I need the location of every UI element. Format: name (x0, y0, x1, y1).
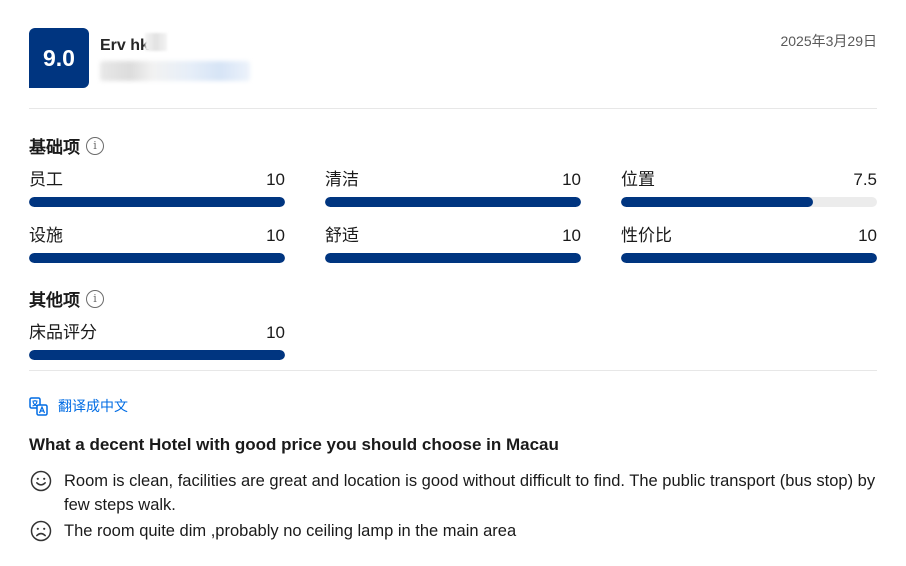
category-score: 10 (858, 226, 877, 245)
score-badge: 9.0 (29, 28, 89, 88)
category-bed: 床品评分 10 (29, 323, 285, 360)
other-scores-grid: 床品评分 10 (29, 323, 877, 360)
score-bar (621, 253, 877, 263)
category-label: 位置 (621, 170, 655, 189)
score-bar-fill (621, 253, 877, 263)
score-bar (621, 197, 877, 207)
negative-comment-text: The room quite dim ,probably no ceiling … (64, 522, 517, 540)
score-bar-fill (325, 197, 581, 207)
category-score: 10 (562, 226, 581, 245)
category-staff: 员工 10 (29, 170, 285, 207)
category-label: 床品评分 (29, 323, 97, 342)
category-label: 员工 (29, 170, 63, 189)
score-bar (29, 197, 285, 207)
category-cleanliness: 清洁 10 (325, 170, 581, 207)
category-label: 清洁 (325, 170, 359, 189)
score-bar (325, 253, 581, 263)
score-bar (325, 197, 581, 207)
score-bar-fill (29, 350, 285, 360)
score-bar-fill (621, 197, 813, 207)
translate-icon (29, 396, 48, 416)
basic-section-label: 基础项 (29, 138, 80, 157)
basic-section-title: 基础项 i (29, 133, 877, 158)
category-score: 10 (266, 323, 285, 342)
negative-comment: The room quite dim ,probably no ceiling … (29, 519, 877, 543)
reviewer-meta-redaction (100, 61, 250, 81)
score-bar-fill (325, 253, 581, 263)
translate-link[interactable]: 翻译成中文 (29, 396, 877, 416)
category-label: 设施 (29, 226, 63, 245)
review-header: 9.0 Erv hk 2025年3月29日 (29, 28, 877, 88)
category-label: 性价比 (621, 226, 672, 245)
positive-comment: Room is clean, facilities are great and … (29, 469, 877, 517)
review-date: 2025年3月29日 (780, 33, 877, 49)
reviewer-name-redaction (145, 33, 167, 51)
category-score: 10 (266, 226, 285, 245)
category-comfort: 舒适 10 (325, 226, 581, 263)
divider (29, 370, 877, 371)
category-value: 性价比 10 (621, 226, 877, 263)
category-location: 位置 7.5 (621, 170, 877, 207)
other-section-label: 其他项 (29, 291, 80, 310)
score-bar-fill (29, 253, 285, 263)
review-card: 9.0 Erv hk 2025年3月29日 基础项 i 员工 10 清洁 10 … (29, 28, 877, 543)
category-facilities: 设施 10 (29, 226, 285, 263)
positive-comment-text: Room is clean, facilities are great and … (64, 472, 876, 514)
review-title: What a decent Hotel with good price you … (29, 435, 559, 454)
score-bar-fill (29, 197, 285, 207)
translate-label: 翻译成中文 (58, 398, 128, 414)
divider (29, 108, 877, 109)
other-section-title: 其他项 i (29, 286, 877, 311)
score-bar (29, 253, 285, 263)
reviewer-name: Erv hk (100, 37, 149, 54)
smile-icon (30, 470, 52, 492)
category-score: 10 (266, 170, 285, 189)
category-label: 舒适 (325, 226, 359, 245)
basic-scores-grid: 员工 10 清洁 10 位置 7.5 设施 10 (29, 170, 877, 263)
info-icon[interactable]: i (86, 136, 104, 155)
info-icon[interactable]: i (86, 289, 104, 308)
score-bar (29, 350, 285, 360)
frown-icon (30, 520, 52, 542)
category-score: 10 (562, 170, 581, 189)
category-score: 7.5 (853, 170, 877, 189)
